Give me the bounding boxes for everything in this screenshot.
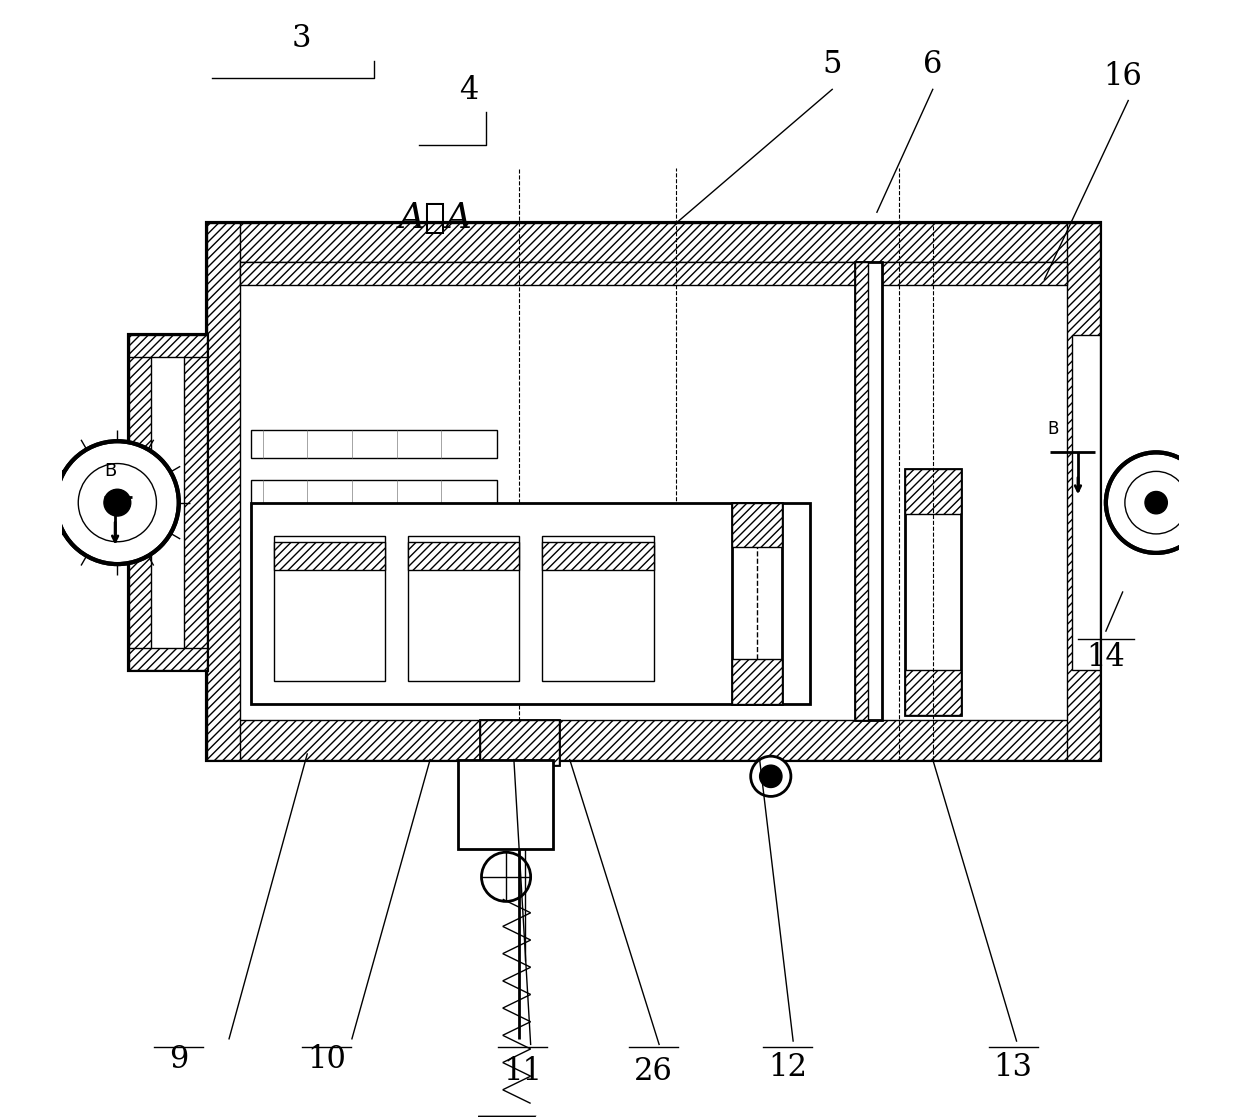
Bar <box>129 648 207 670</box>
Circle shape <box>1145 491 1167 514</box>
Bar <box>252 430 497 458</box>
Text: B: B <box>104 462 117 480</box>
Bar <box>185 335 207 670</box>
Bar <box>732 659 782 704</box>
Text: 12: 12 <box>768 1052 807 1083</box>
Bar <box>542 536 653 681</box>
Bar <box>207 223 241 760</box>
Bar <box>732 503 782 547</box>
Text: 16: 16 <box>1104 60 1142 92</box>
Bar <box>129 335 207 357</box>
Bar <box>480 720 558 765</box>
Bar <box>458 760 553 849</box>
Bar <box>905 469 961 514</box>
Text: A－A: A－A <box>399 201 472 235</box>
Bar <box>274 542 386 570</box>
Bar <box>252 480 497 508</box>
Bar <box>252 531 497 558</box>
Text: 5: 5 <box>822 49 842 80</box>
Text: 14: 14 <box>1086 642 1125 674</box>
Bar <box>905 670 961 715</box>
Text: 11: 11 <box>503 1056 542 1087</box>
Bar <box>1073 335 1100 670</box>
Text: B: B <box>1048 420 1059 438</box>
Bar <box>241 262 1066 285</box>
Bar <box>207 720 1100 760</box>
Text: 4: 4 <box>460 75 479 106</box>
Bar <box>854 262 883 720</box>
Bar <box>408 536 520 681</box>
Text: 3: 3 <box>291 22 311 54</box>
Bar <box>408 542 520 570</box>
Text: 6: 6 <box>923 49 942 80</box>
Bar <box>854 262 868 720</box>
Bar <box>542 542 653 570</box>
Bar <box>129 335 207 670</box>
Text: 9: 9 <box>169 1044 188 1076</box>
Circle shape <box>56 441 179 564</box>
Text: 26: 26 <box>634 1056 673 1087</box>
Circle shape <box>750 756 791 796</box>
Bar <box>207 223 1100 262</box>
Bar <box>905 469 961 715</box>
Text: 13: 13 <box>993 1052 1033 1083</box>
Bar <box>732 503 782 704</box>
Bar <box>1066 223 1100 760</box>
Bar <box>274 536 386 681</box>
Text: 10: 10 <box>306 1044 346 1076</box>
Bar <box>129 335 151 670</box>
Bar <box>480 720 558 765</box>
Circle shape <box>104 489 130 516</box>
Bar <box>207 223 1100 760</box>
Circle shape <box>1106 452 1207 553</box>
Bar <box>252 503 810 704</box>
Circle shape <box>760 765 782 787</box>
